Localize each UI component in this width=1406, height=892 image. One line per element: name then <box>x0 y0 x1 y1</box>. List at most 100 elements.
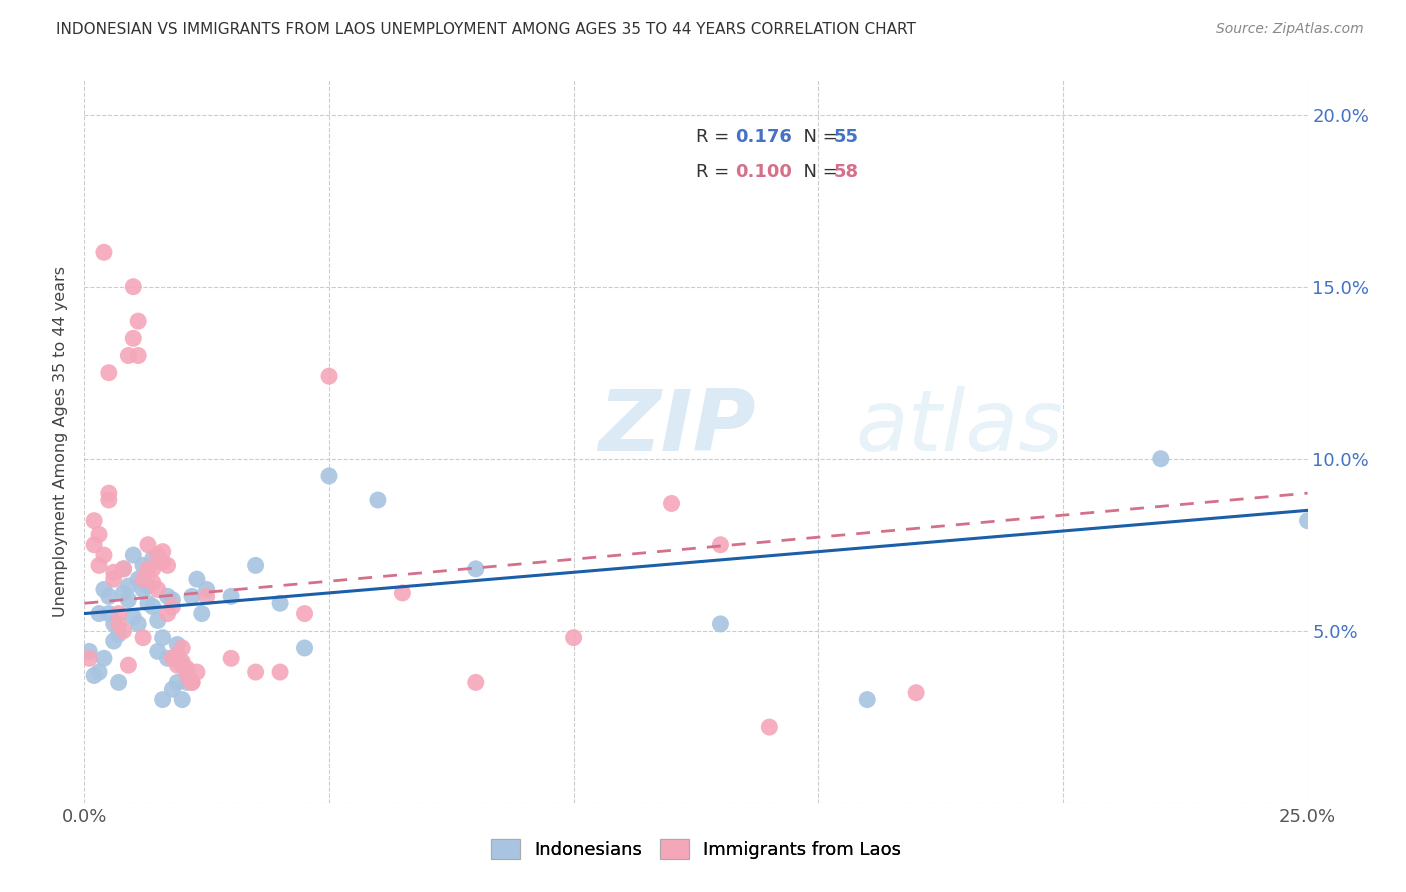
Point <box>107 675 129 690</box>
Point <box>112 586 135 600</box>
Point <box>181 675 204 690</box>
Point <box>142 575 165 590</box>
Point <box>152 544 174 558</box>
Point <box>132 582 155 597</box>
Point <box>103 616 125 631</box>
Point <box>127 314 149 328</box>
Point <box>318 369 340 384</box>
Point <box>112 562 135 576</box>
Point <box>156 558 179 573</box>
Text: INDONESIAN VS IMMIGRANTS FROM LAOS UNEMPLOYMENT AMONG AGES 35 TO 44 YEARS CORREL: INDONESIAN VS IMMIGRANTS FROM LAOS UNEMP… <box>56 22 917 37</box>
Text: atlas: atlas <box>855 385 1063 468</box>
Point <box>93 582 115 597</box>
Point <box>166 638 188 652</box>
Point <box>176 668 198 682</box>
Point <box>172 655 194 669</box>
Point <box>87 527 110 541</box>
Point <box>97 366 120 380</box>
Point <box>245 558 267 573</box>
Point <box>97 486 120 500</box>
Point <box>107 616 129 631</box>
Point <box>117 658 139 673</box>
Point <box>181 675 204 690</box>
Point <box>142 562 165 576</box>
Point <box>156 590 179 604</box>
Point <box>87 607 110 621</box>
Point <box>146 614 169 628</box>
Point <box>709 616 731 631</box>
Point <box>112 624 135 638</box>
Point <box>122 331 145 345</box>
Point <box>464 562 486 576</box>
Point <box>162 651 184 665</box>
Point <box>136 579 159 593</box>
Point <box>152 692 174 706</box>
Point <box>464 675 486 690</box>
Point <box>1150 451 1173 466</box>
Point <box>195 582 218 597</box>
Point <box>97 607 120 621</box>
Point <box>162 682 184 697</box>
Point <box>97 590 120 604</box>
Point <box>83 668 105 682</box>
Point <box>166 675 188 690</box>
Point <box>132 631 155 645</box>
Text: N =: N = <box>792 128 844 145</box>
Point <box>245 665 267 679</box>
Point <box>156 607 179 621</box>
Point <box>294 640 316 655</box>
Point <box>93 651 115 665</box>
Point <box>162 599 184 614</box>
Text: 0.176: 0.176 <box>735 128 792 145</box>
Point <box>146 548 169 562</box>
Point <box>176 662 198 676</box>
Point <box>136 538 159 552</box>
Point <box>122 610 145 624</box>
Point <box>172 692 194 706</box>
Point <box>905 686 928 700</box>
Text: ZIP: ZIP <box>598 385 756 468</box>
Point <box>391 586 413 600</box>
Point <box>127 616 149 631</box>
Point <box>176 675 198 690</box>
Point <box>219 590 242 604</box>
Point <box>152 555 174 569</box>
Point <box>269 665 291 679</box>
Point <box>166 658 188 673</box>
Legend: Indonesians, Immigrants from Laos: Indonesians, Immigrants from Laos <box>484 831 908 866</box>
Point <box>122 279 145 293</box>
Point <box>172 640 194 655</box>
Text: 58: 58 <box>834 162 859 181</box>
Point <box>132 558 155 573</box>
Point <box>142 551 165 566</box>
Point <box>1296 514 1319 528</box>
Point <box>117 592 139 607</box>
Point <box>77 644 100 658</box>
Point <box>117 579 139 593</box>
Point <box>93 548 115 562</box>
Point <box>87 665 110 679</box>
Point <box>136 562 159 576</box>
Point <box>87 558 110 573</box>
Point <box>318 469 340 483</box>
Text: 0.100: 0.100 <box>735 162 792 181</box>
Point <box>83 538 105 552</box>
Point <box>107 607 129 621</box>
Point <box>122 548 145 562</box>
Point <box>146 582 169 597</box>
Point <box>219 651 242 665</box>
Text: R =: R = <box>696 128 735 145</box>
Point <box>758 720 780 734</box>
Point <box>112 562 135 576</box>
Text: R =: R = <box>696 162 735 181</box>
Text: 55: 55 <box>834 128 859 145</box>
Point <box>172 658 194 673</box>
Point <box>367 493 389 508</box>
Point <box>97 493 120 508</box>
Point <box>136 596 159 610</box>
Point <box>127 572 149 586</box>
Point <box>152 631 174 645</box>
Point <box>562 631 585 645</box>
Point <box>294 607 316 621</box>
Y-axis label: Unemployment Among Ages 35 to 44 years: Unemployment Among Ages 35 to 44 years <box>53 266 69 617</box>
